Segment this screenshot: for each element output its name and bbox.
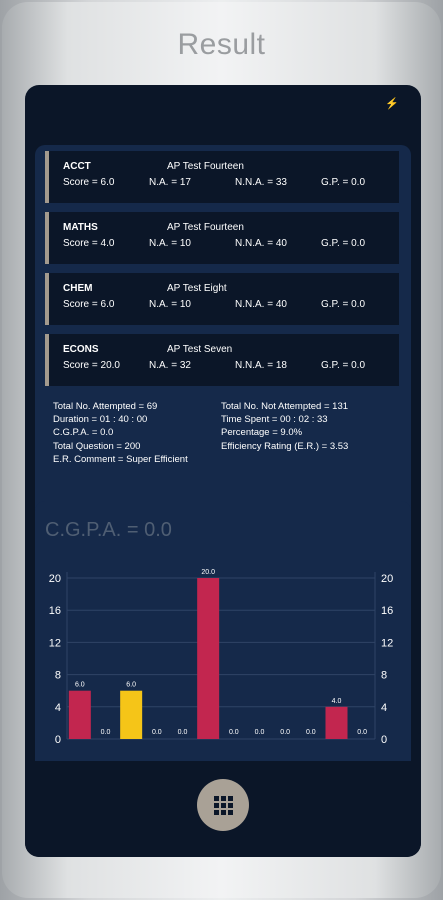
duration: Duration = 01 : 40 : 00 xyxy=(53,414,148,426)
subject-na: N.A. = 10 xyxy=(149,238,191,249)
subject-name: ECONS xyxy=(63,344,99,355)
y-tick-label-left: 4 xyxy=(55,702,61,714)
subject-card-econs[interactable]: ECONS AP Test Seven Score = 20.0 N.A. = … xyxy=(45,334,399,386)
subject-gp: G.P. = 0.0 xyxy=(321,360,366,371)
bar-value-label: 0.0 xyxy=(229,729,239,736)
subject-test: AP Test Seven xyxy=(167,344,233,355)
y-tick-label-right: 16 xyxy=(381,605,393,617)
bar-value-label: 0.0 xyxy=(101,729,111,736)
subject-test: AP Test Fourteen xyxy=(167,161,244,172)
subject-card-maths[interactable]: MATHS AP Test Fourteen Score = 4.0 N.A. … xyxy=(45,212,399,264)
summary-panel: ACCT AP Test Fourteen Score = 6.0 N.A. =… xyxy=(35,145,411,579)
subject-name: CHEM xyxy=(63,283,93,294)
y-tick-label-left: 8 xyxy=(55,670,61,682)
grid-icon xyxy=(213,795,233,815)
subject-score: Score = 6.0 xyxy=(63,177,115,188)
subject-gp: G.P. = 0.0 xyxy=(321,177,366,188)
bar xyxy=(120,690,143,739)
subject-nna: N.N.A. = 40 xyxy=(235,299,287,310)
menu-button[interactable] xyxy=(197,779,249,831)
y-tick-label-left: 0 xyxy=(55,734,61,746)
bar-value-label: 6.0 xyxy=(75,682,85,689)
subject-score: Score = 4.0 xyxy=(63,238,115,249)
bar-value-label: 6.0 xyxy=(126,682,136,689)
y-tick-label-left: 12 xyxy=(49,637,61,649)
subject-card-acct[interactable]: ACCT AP Test Fourteen Score = 6.0 N.A. =… xyxy=(45,151,399,203)
subject-gp: G.P. = 0.0 xyxy=(321,299,366,310)
total-attempted: Total No. Attempted = 69 xyxy=(53,401,158,412)
subject-nna: N.N.A. = 18 xyxy=(235,360,287,371)
subject-card-chem[interactable]: CHEM AP Test Eight Score = 6.0 N.A. = 10… xyxy=(45,273,399,325)
efficiency-rating: Efficiency Rating (E.R.) = 3.53 xyxy=(221,440,349,452)
stats-right: Total No. Not Attempted = 131 Time Spent… xyxy=(221,401,348,454)
subject-test: AP Test Fourteen xyxy=(167,222,244,233)
total-question: Total Question = 200 xyxy=(53,440,141,452)
subject-na: N.A. = 32 xyxy=(149,360,191,371)
subject-na: N.A. = 10 xyxy=(149,299,191,310)
bar-chart: 0 0 4 4 8 8 12 12 16 16 20 20 6.0 0.0 6.0 0.0 0.0 20.0 0.0… xyxy=(49,569,394,746)
bar-value-label: 0.0 xyxy=(306,729,316,736)
subject-score: Score = 20.0 xyxy=(63,360,120,371)
subject-test: AP Test Eight xyxy=(167,283,227,294)
bar xyxy=(68,690,91,739)
subject-name: ACCT xyxy=(63,161,91,172)
bar-value-label: 0.0 xyxy=(255,729,265,736)
subject-score: Score = 6.0 xyxy=(63,299,115,310)
bar-value-label: 0.0 xyxy=(280,729,290,736)
page-title: Result xyxy=(177,28,266,61)
bar xyxy=(325,706,348,739)
y-tick-label-right: 8 xyxy=(381,670,387,682)
subject-nna: N.N.A. = 33 xyxy=(235,177,287,188)
er-comment: E.R. Comment = Super Efficient xyxy=(53,453,188,465)
bar-value-label: 4.0 xyxy=(332,698,342,705)
subject-na: N.A. = 17 xyxy=(149,177,191,188)
y-tick-label-left: 20 xyxy=(49,573,61,585)
time-spent: Time Spent = 00 : 02 : 33 xyxy=(221,414,328,426)
subject-nna: N.N.A. = 40 xyxy=(235,238,287,249)
y-tick-label-right: 20 xyxy=(381,573,393,585)
y-tick-label-right: 4 xyxy=(381,702,387,714)
percentage: Percentage = 9.0% xyxy=(221,427,303,439)
bar xyxy=(197,578,220,739)
y-tick-label-left: 16 xyxy=(49,605,61,617)
battery-charging-icon: ⚡ xyxy=(385,98,399,110)
subject-gp: G.P. = 0.0 xyxy=(321,238,366,249)
bar-value-label: 0.0 xyxy=(357,729,367,736)
y-tick-label-right: 12 xyxy=(381,637,393,649)
bar-value-label: 0.0 xyxy=(152,729,162,736)
bar-value-label: 0.0 xyxy=(178,729,188,736)
chart-panel: C.G.P.A. = 0.0 0 0 4 4 8 8 12 12 16 16 20 20 6.0 0.0 6… xyxy=(35,501,411,761)
bar-value-label: 20.0 xyxy=(201,569,215,576)
subject-name: MATHS xyxy=(63,222,98,233)
total-not-attempted: Total No. Not Attempted = 131 xyxy=(221,401,349,412)
cgpa-stat: C.G.P.A. = 0.0 xyxy=(53,427,114,439)
chart-heading: C.G.P.A. = 0.0 xyxy=(45,519,172,541)
y-tick-label-right: 0 xyxy=(381,734,387,746)
result-screen: ⚡ ACCT AP Test Fourteen Score = 6.0 N.A.… xyxy=(25,85,421,857)
stats-left: Total No. Attempted = 69 Duration = 01 :… xyxy=(53,401,188,467)
